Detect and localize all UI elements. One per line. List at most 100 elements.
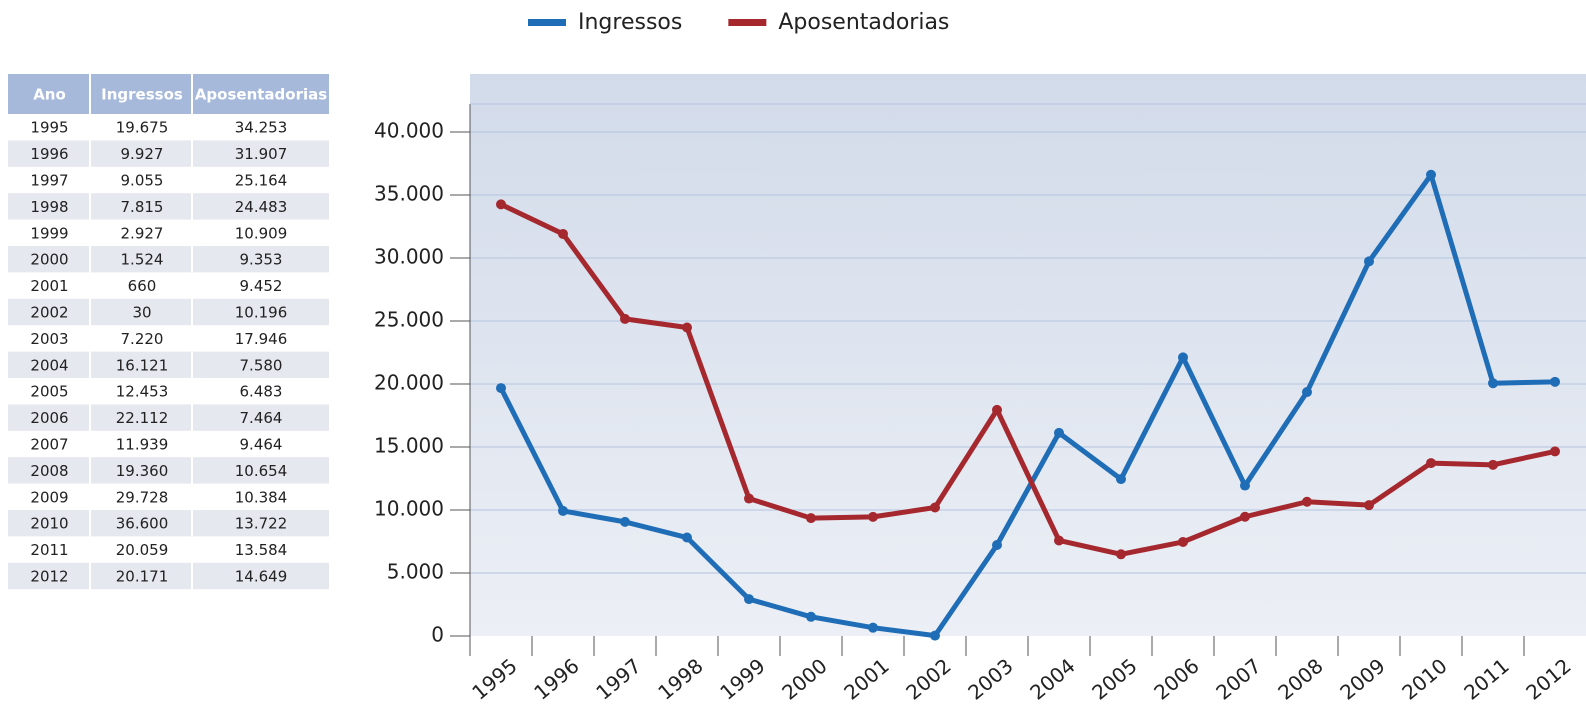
table-cell: 29.728 bbox=[116, 488, 169, 506]
table-header: Ano bbox=[33, 86, 66, 104]
table-cell: 36.600 bbox=[116, 515, 169, 533]
point bbox=[1178, 536, 1188, 547]
table-cell: 1995 bbox=[30, 119, 68, 137]
point bbox=[806, 513, 816, 524]
x-tick-label: 2012 bbox=[1521, 654, 1575, 705]
x-tick-label: 2010 bbox=[1397, 654, 1451, 705]
table-cell: 2011 bbox=[30, 541, 68, 559]
point bbox=[1426, 169, 1436, 180]
point bbox=[806, 611, 816, 622]
y-tick-label: 35.000 bbox=[374, 181, 444, 205]
table-header-cell bbox=[193, 74, 329, 114]
y-tick-label: 20.000 bbox=[374, 370, 444, 394]
table-cell: 2001 bbox=[30, 277, 68, 295]
table-cell: 13.584 bbox=[235, 541, 288, 559]
table-row-bg bbox=[8, 404, 329, 431]
table-header: Aposentadorias bbox=[195, 86, 327, 104]
point bbox=[868, 622, 878, 633]
table-row-bg bbox=[8, 246, 329, 273]
table-cell: 9.055 bbox=[121, 172, 164, 190]
y-tick-label: 10.000 bbox=[374, 496, 444, 520]
point bbox=[620, 313, 630, 324]
legend-swatch bbox=[528, 19, 566, 26]
point bbox=[1550, 376, 1560, 387]
table-cell: 22.112 bbox=[116, 409, 169, 427]
table-cell: 2009 bbox=[30, 488, 68, 506]
x-tick-label: 1998 bbox=[653, 654, 707, 705]
point bbox=[1488, 459, 1498, 470]
point bbox=[744, 594, 754, 605]
table-cell: 30 bbox=[132, 304, 151, 322]
table-cell: 25.164 bbox=[235, 172, 288, 190]
table-cell: 17.946 bbox=[235, 330, 288, 348]
table-cell: 2000 bbox=[30, 251, 68, 269]
table-cell: 12.453 bbox=[116, 383, 169, 401]
table-header-cell bbox=[8, 74, 89, 114]
x-tick-label: 2009 bbox=[1335, 654, 1389, 705]
point bbox=[558, 228, 568, 239]
y-tick-label: 30.000 bbox=[374, 244, 444, 268]
point bbox=[496, 383, 506, 394]
point bbox=[620, 516, 630, 527]
point bbox=[1240, 480, 1250, 491]
table-cell: 10.654 bbox=[235, 462, 288, 480]
table-row-bg bbox=[8, 562, 329, 590]
table-header-cell bbox=[91, 74, 191, 114]
point bbox=[558, 505, 568, 516]
x-tick-label: 2004 bbox=[1025, 654, 1079, 705]
point bbox=[930, 502, 940, 513]
table-cell: 2.927 bbox=[121, 224, 164, 242]
point bbox=[682, 532, 692, 543]
x-tick-label: 2007 bbox=[1211, 654, 1265, 705]
table-cell: 7.580 bbox=[240, 356, 283, 374]
point bbox=[496, 199, 506, 210]
x-tick-label: 2005 bbox=[1087, 654, 1141, 705]
plot-area bbox=[470, 74, 1586, 636]
point bbox=[1302, 496, 1312, 507]
table-cell: 11.939 bbox=[116, 436, 169, 454]
point bbox=[1488, 378, 1498, 389]
table-cell: 34.253 bbox=[235, 119, 288, 137]
table-header: Ingressos bbox=[101, 86, 183, 104]
point bbox=[1302, 387, 1312, 398]
table-cell: 16.121 bbox=[116, 356, 169, 374]
table-cell: 2006 bbox=[30, 409, 68, 427]
table-cell: 1997 bbox=[30, 172, 68, 190]
point bbox=[744, 493, 754, 504]
table-cell: 2007 bbox=[30, 436, 68, 454]
x-tick-label: 2006 bbox=[1149, 654, 1203, 705]
y-tick-label: 5.000 bbox=[387, 559, 444, 583]
series-line bbox=[499, 202, 1556, 557]
point bbox=[992, 540, 1002, 551]
table-cell: 1999 bbox=[30, 224, 68, 242]
table-cell: 1996 bbox=[30, 145, 68, 163]
table-cell: 14.649 bbox=[235, 568, 288, 586]
table-cell: 20.059 bbox=[116, 541, 169, 559]
table-row-bg bbox=[8, 510, 329, 537]
table-row-bg bbox=[8, 457, 329, 484]
table-cell: 2008 bbox=[30, 462, 68, 480]
point bbox=[868, 511, 878, 522]
table-cell: 19.675 bbox=[116, 119, 169, 137]
point bbox=[1550, 446, 1560, 457]
table-cell: 9.353 bbox=[240, 251, 283, 269]
y-tick-label: 25.000 bbox=[374, 307, 444, 331]
legend-swatch bbox=[728, 19, 767, 26]
point bbox=[1364, 500, 1374, 511]
y-tick-label: 40.000 bbox=[374, 118, 444, 142]
table-cell: 2004 bbox=[30, 356, 68, 374]
table-cell: 2002 bbox=[30, 304, 68, 322]
table-cell: 7.220 bbox=[121, 330, 164, 348]
table-cell: 9.464 bbox=[240, 436, 283, 454]
table-cell: 10.196 bbox=[235, 304, 288, 322]
x-tick-label: 1995 bbox=[467, 654, 521, 705]
x-tick-label: 2003 bbox=[963, 654, 1017, 705]
table-cell: 2012 bbox=[30, 568, 68, 586]
table-cell: 10.909 bbox=[235, 224, 288, 242]
table-cell: 9.927 bbox=[121, 145, 164, 163]
table-cell: 19.360 bbox=[116, 462, 169, 480]
legend-label: Aposentadorias bbox=[778, 10, 949, 35]
point bbox=[1116, 549, 1126, 560]
point bbox=[1240, 511, 1250, 522]
x-tick-label: 2008 bbox=[1273, 654, 1327, 705]
